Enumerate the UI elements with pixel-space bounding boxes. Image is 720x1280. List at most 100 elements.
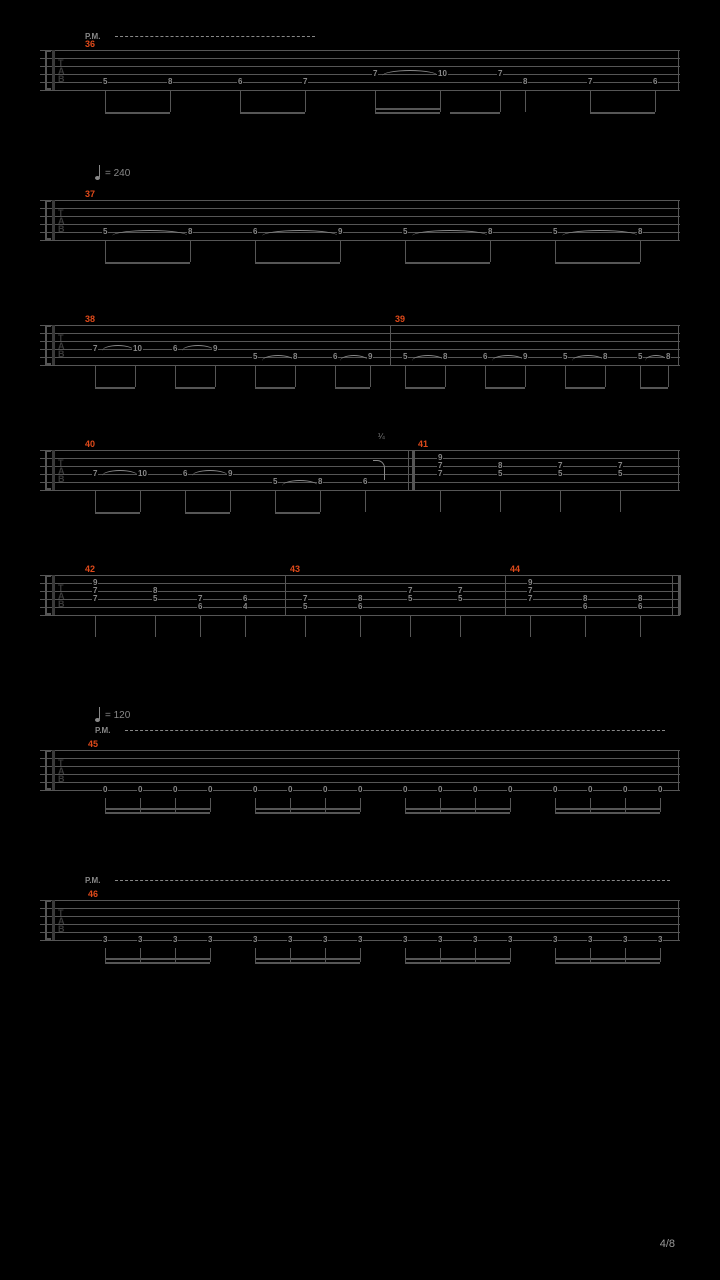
note-stem xyxy=(105,240,106,262)
note-stem xyxy=(360,798,361,812)
fret-number: 7 xyxy=(497,70,503,78)
beam xyxy=(335,387,370,389)
fret-number: 0 xyxy=(552,786,558,794)
beam xyxy=(555,808,660,810)
note-stem xyxy=(200,615,201,637)
barline xyxy=(52,450,55,490)
note-stem xyxy=(410,615,411,637)
fret-number: 0 xyxy=(507,786,513,794)
barline xyxy=(52,50,55,90)
fret-number: 6 xyxy=(182,470,188,478)
string-line xyxy=(40,333,680,334)
barline xyxy=(52,900,55,940)
barline xyxy=(285,575,286,615)
tie-arc xyxy=(262,230,338,236)
note-stem xyxy=(365,490,366,512)
note-stem xyxy=(445,365,446,387)
note-stem xyxy=(105,90,106,112)
tie-arc xyxy=(562,230,638,236)
note-stem xyxy=(590,90,591,112)
barline xyxy=(672,575,673,615)
string-line xyxy=(40,908,680,909)
beam xyxy=(555,958,660,960)
fret-number: 8 xyxy=(665,353,671,361)
measure-number: 39 xyxy=(395,314,405,324)
palm-mute-extent xyxy=(115,880,670,881)
tie-arc xyxy=(382,70,438,76)
fret-number: 7 xyxy=(92,345,98,353)
fret-number: 0 xyxy=(587,786,593,794)
note-stem xyxy=(230,490,231,512)
fret-number: 6 xyxy=(237,78,243,86)
note-stem xyxy=(585,615,586,637)
fret-number: 7 xyxy=(527,595,533,603)
beam xyxy=(405,962,510,964)
string-line xyxy=(40,200,680,201)
tie-arc xyxy=(282,480,318,486)
beam xyxy=(590,112,655,114)
note-stem xyxy=(640,365,641,387)
note-stem xyxy=(500,90,501,112)
fret-number: 0 xyxy=(657,786,663,794)
barline xyxy=(678,50,679,90)
fret-number: 5 xyxy=(457,595,463,603)
fret-number: 0 xyxy=(622,786,628,794)
beam xyxy=(105,808,210,810)
fret-number: 5 xyxy=(562,353,568,361)
barline xyxy=(52,750,55,790)
tie-arc xyxy=(192,470,228,476)
measure-number: 43 xyxy=(290,564,300,574)
palm-mute-extent xyxy=(115,36,315,37)
tie-arc xyxy=(112,230,188,236)
tab-clef: TAB xyxy=(58,59,65,83)
beam xyxy=(175,387,215,389)
fret-number: 8 xyxy=(187,228,193,236)
note-stem xyxy=(660,948,661,962)
fret-number: 3 xyxy=(287,936,293,944)
note-stem xyxy=(210,948,211,962)
system-bracket xyxy=(45,575,51,615)
beam xyxy=(105,262,190,264)
fret-number: 7 xyxy=(302,78,308,86)
fret-number: 0 xyxy=(252,786,258,794)
note-stem xyxy=(530,615,531,637)
bend-amount: ¼ xyxy=(378,432,385,441)
note-stem xyxy=(525,90,526,112)
note-stem xyxy=(510,948,511,962)
note-stem xyxy=(490,240,491,262)
fret-number: 10 xyxy=(132,345,143,353)
measure-number: 42 xyxy=(85,564,95,574)
string-line xyxy=(40,74,680,75)
beam xyxy=(640,387,668,389)
beam xyxy=(255,262,340,264)
beam xyxy=(375,108,440,110)
fret-number: 8 xyxy=(522,78,528,86)
tie-arc xyxy=(102,470,138,476)
fret-number: 3 xyxy=(207,936,213,944)
string-line xyxy=(40,466,680,467)
tie-arc xyxy=(182,345,214,351)
fret-number: 3 xyxy=(552,936,558,944)
barline xyxy=(52,200,55,240)
fret-number: 10 xyxy=(437,70,448,78)
barline xyxy=(505,575,506,615)
string-line xyxy=(40,575,680,576)
measure-number: 45 xyxy=(88,739,98,749)
beam xyxy=(375,112,440,114)
note-stem xyxy=(660,798,661,812)
fret-number: 7 xyxy=(437,470,443,478)
fret-number: 0 xyxy=(287,786,293,794)
note-stem xyxy=(485,365,486,387)
string-line xyxy=(40,924,680,925)
note-stem xyxy=(140,490,141,512)
string-line xyxy=(40,216,680,217)
note-stem xyxy=(605,365,606,387)
beam xyxy=(405,808,510,810)
fret-number: 5 xyxy=(552,228,558,236)
fret-number: 3 xyxy=(437,936,443,944)
fret-number: 6 xyxy=(332,353,338,361)
beam xyxy=(255,387,295,389)
note-stem xyxy=(170,90,171,112)
string-line xyxy=(40,365,680,366)
fret-number: 0 xyxy=(357,786,363,794)
